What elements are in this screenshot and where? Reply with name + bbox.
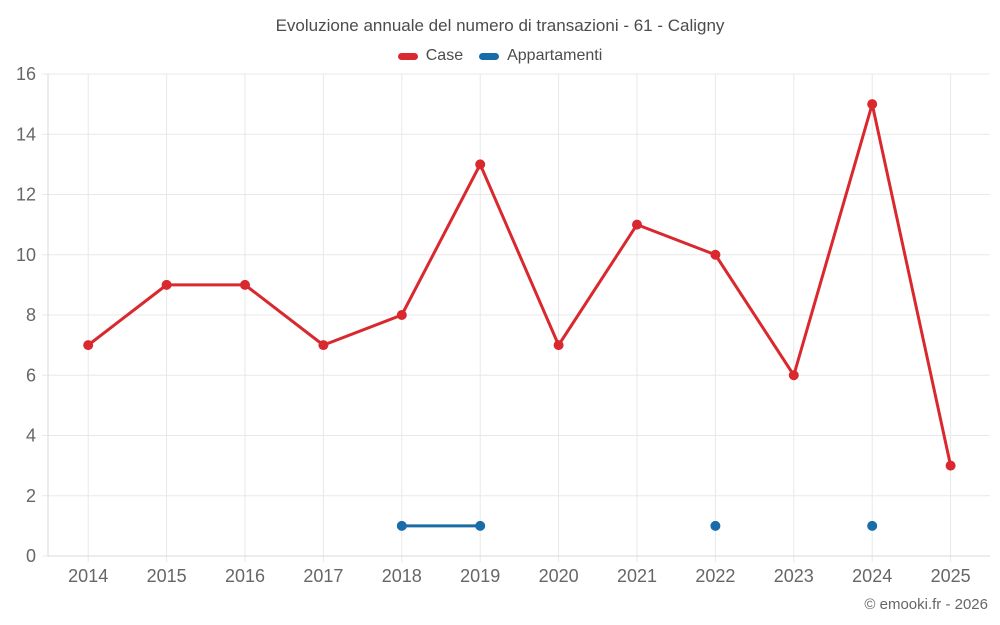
case-series xyxy=(83,99,956,471)
case-data-point[interactable] xyxy=(710,249,721,260)
x-axis-tick-label: 2014 xyxy=(68,566,108,586)
x-axis-tick-label: 2015 xyxy=(147,566,187,586)
y-axis-tick-label: 2 xyxy=(26,486,36,506)
x-axis-tick-label: 2019 xyxy=(460,566,500,586)
y-axis-tick-label: 0 xyxy=(26,546,36,566)
appartamenti-data-point[interactable] xyxy=(475,520,486,531)
x-axis-tick-label: 2020 xyxy=(539,566,579,586)
case-series-line xyxy=(86,102,953,468)
case-data-point[interactable] xyxy=(83,340,94,351)
y-axis-tick-label: 10 xyxy=(16,245,36,265)
y-axis-tick-label: 6 xyxy=(26,365,36,385)
appartamenti-series-swatch-icon xyxy=(479,52,500,60)
x-axis-tick-label: 2022 xyxy=(695,566,735,586)
watermark-credit: © emooki.fr - 2026 xyxy=(864,596,988,613)
y-axis-tick-label: 16 xyxy=(16,64,36,84)
y-axis-tick-label: 8 xyxy=(26,305,36,325)
legend-item-case[interactable]: Case xyxy=(397,47,464,65)
appartamenti-data-point[interactable] xyxy=(710,520,721,531)
legend-item-appartamenti[interactable]: Appartamenti xyxy=(479,47,602,65)
legend-label-case: Case xyxy=(425,47,464,64)
case-data-point[interactable] xyxy=(240,279,250,290)
legend-label-appartamenti: Appartamenti xyxy=(507,47,603,64)
y-axis-tick-label: 14 xyxy=(16,124,36,144)
case-data-point[interactable] xyxy=(632,219,642,230)
y-axis-tick-label: 4 xyxy=(26,426,36,446)
chart-title: Evoluzione annuale del numero di transaz… xyxy=(275,16,725,35)
axis-labels: 0 2 4 6 8 10 12 14 16 2014 2015 2016 2017 2018 2019 202… xyxy=(16,64,971,586)
case-data-point[interactable] xyxy=(318,340,329,351)
x-axis-tick-label: 2016 xyxy=(225,566,265,586)
case-data-point[interactable] xyxy=(161,279,172,290)
case-series-swatch-icon xyxy=(397,52,418,60)
appartamenti-series xyxy=(396,520,878,531)
appartamenti-data-point[interactable] xyxy=(867,520,878,531)
case-data-point[interactable] xyxy=(553,340,564,351)
case-data-point[interactable] xyxy=(788,370,799,381)
x-axis-tick-label: 2021 xyxy=(617,566,657,586)
x-axis-tick-label: 2017 xyxy=(303,566,343,586)
x-axis-tick-label: 2018 xyxy=(382,566,422,586)
appartamenti-data-point[interactable] xyxy=(396,520,407,531)
case-data-point[interactable] xyxy=(396,310,407,320)
gridlines xyxy=(42,73,990,562)
chart-legend: Case Appartamenti xyxy=(0,47,1000,65)
case-data-point[interactable] xyxy=(945,460,956,471)
axes xyxy=(47,74,990,557)
x-axis-tick-label: 2025 xyxy=(931,566,971,586)
case-data-point[interactable] xyxy=(867,99,878,110)
case-data-point[interactable] xyxy=(475,159,486,170)
y-axis-tick-label: 12 xyxy=(16,185,36,205)
x-axis-tick-label: 2024 xyxy=(852,566,892,586)
x-axis-tick-label: 2023 xyxy=(774,566,814,586)
